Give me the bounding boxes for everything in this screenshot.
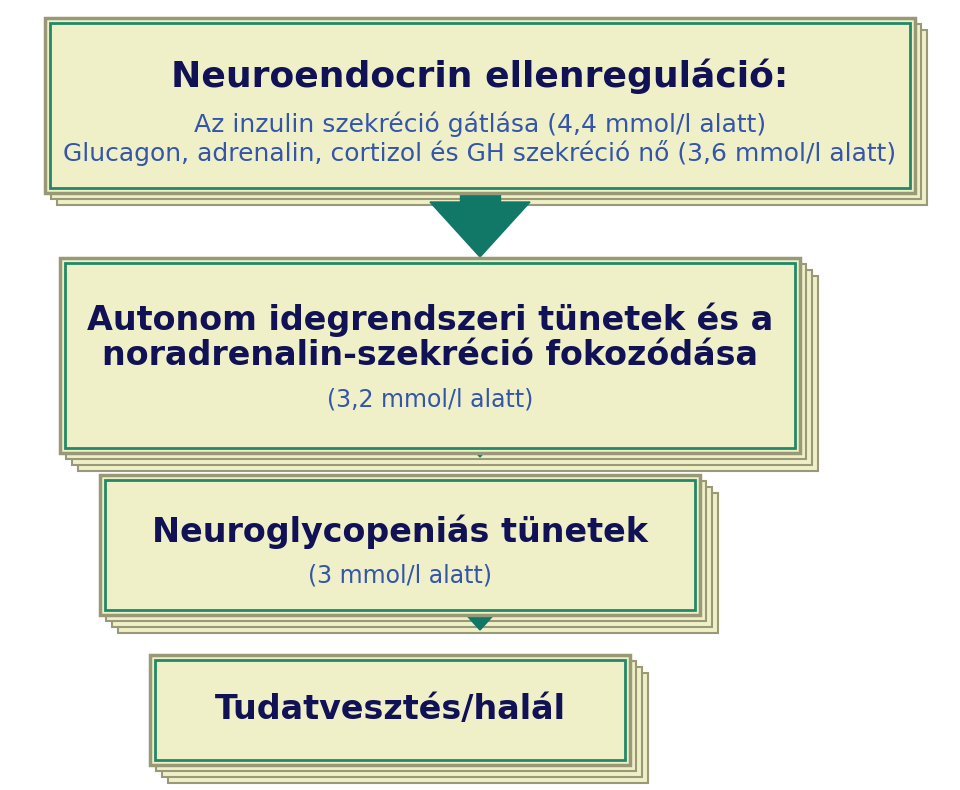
Bar bbox=[112, 487, 712, 627]
Bar bbox=[57, 29, 927, 205]
Text: Neuroglycopeniás tünetek: Neuroglycopeniás tünetek bbox=[152, 514, 648, 548]
Bar bbox=[105, 480, 695, 610]
Bar bbox=[100, 475, 700, 615]
Bar bbox=[460, 192, 500, 202]
Bar bbox=[118, 493, 718, 633]
Polygon shape bbox=[430, 575, 530, 630]
Polygon shape bbox=[430, 202, 530, 257]
Bar bbox=[72, 269, 812, 465]
Text: noradrenalin-szekréció fokozódása: noradrenalin-szekréció fokozódása bbox=[102, 339, 758, 372]
Bar bbox=[460, 575, 500, 615]
Polygon shape bbox=[430, 402, 530, 457]
Text: (3,2 mmol/l alatt): (3,2 mmol/l alatt) bbox=[326, 387, 533, 412]
Bar bbox=[51, 24, 921, 198]
Bar bbox=[168, 673, 648, 783]
Text: Neuroendocrin ellenreguláció:: Neuroendocrin ellenreguláció: bbox=[172, 58, 788, 94]
Bar bbox=[66, 264, 806, 458]
Text: (3 mmol/l alatt): (3 mmol/l alatt) bbox=[308, 563, 492, 588]
Text: Autonom idegrendszeri tünetek és a: Autonom idegrendszeri tünetek és a bbox=[86, 302, 773, 337]
Bar bbox=[460, 402, 500, 452]
Text: Glucagon, adrenalin, cortizol és GH szekréció nő (3,6 mmol/l alatt): Glucagon, adrenalin, cortizol és GH szek… bbox=[63, 140, 897, 166]
Bar bbox=[155, 660, 625, 760]
Bar bbox=[150, 655, 630, 765]
Text: Az inzulin szekréció gátlása (4,4 mmol/l alatt): Az inzulin szekréció gátlása (4,4 mmol/l… bbox=[194, 111, 766, 137]
Bar bbox=[50, 22, 910, 187]
Bar bbox=[162, 667, 642, 777]
Text: Tudatvesztés/halál: Tudatvesztés/halál bbox=[214, 694, 565, 727]
Bar bbox=[78, 276, 818, 471]
Bar bbox=[106, 481, 706, 621]
Bar bbox=[60, 258, 800, 453]
Bar bbox=[156, 661, 636, 771]
Bar bbox=[45, 17, 915, 193]
Bar bbox=[65, 262, 795, 447]
